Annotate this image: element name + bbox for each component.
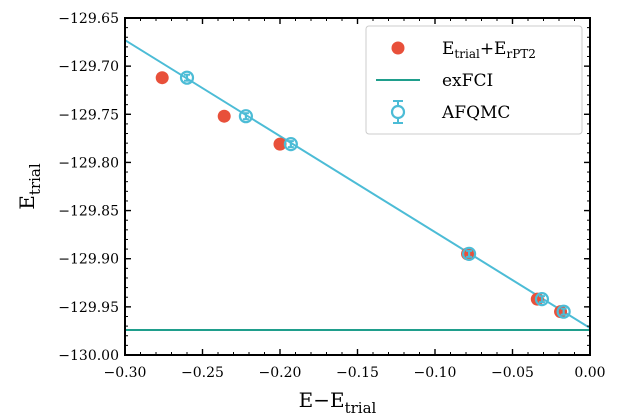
afqmc-point (179, 70, 195, 85)
x-tick-label: 0.00 (574, 365, 605, 381)
x-axis-label-sub: trial (345, 399, 377, 417)
trial-rpt2-point (273, 137, 287, 151)
x-tick-label: −0.10 (414, 365, 457, 381)
x-axis-label-main: E−E (299, 388, 345, 412)
legend-item-exfci: exFCI (376, 71, 493, 91)
x-tick-label: −0.30 (104, 365, 147, 381)
x-axis-label: E−Etrial (299, 388, 377, 417)
trial-rpt2-point (217, 109, 231, 123)
y-tick-label: −130.00 (58, 348, 119, 364)
afqmc-fit-line (125, 39, 590, 329)
legend: Etrial+ErPT2 exFCI AFQMC (365, 25, 583, 135)
y-tick-label: −129.80 (58, 155, 119, 171)
legend-item-afqmc: AFQMC (390, 100, 510, 124)
trial-rpt2-point (155, 71, 169, 85)
afqmc-point (462, 246, 477, 261)
legend-label-exfci: exFCI (442, 71, 493, 91)
afqmc-point (556, 304, 571, 319)
x-tick-label: −0.20 (259, 365, 302, 381)
x-tick-label: −0.15 (336, 365, 379, 381)
y-tick-label: −129.85 (58, 204, 119, 220)
y-tick-label: −129.95 (58, 300, 119, 316)
legend-label-afqmc: AFQMC (441, 103, 510, 123)
legend-afqmc-circle (390, 104, 406, 120)
y-tick-label: −129.70 (58, 59, 119, 75)
y-tick-label: −129.65 (58, 11, 119, 27)
legend-item-trial-rpt2: Etrial+ErPT2 (391, 39, 536, 61)
y-axis-label: Etrial (15, 163, 44, 210)
y-tick-label: −129.75 (58, 107, 119, 123)
y-axis-label-main: E (15, 195, 39, 210)
legend-label-trial-rpt2: Etrial+ErPT2 (442, 39, 536, 61)
axis-ticks: −0.30 −0.25 −0.20 −0.15 −0.10 −0.05 0.00 −130.0… (58, 11, 605, 381)
x-tick-label: −0.25 (181, 365, 224, 381)
y-tick-label: −129.90 (58, 252, 119, 268)
legend-marker-afqmc (390, 100, 406, 124)
x-tick-label: −0.05 (491, 365, 534, 381)
afqmc-point (534, 292, 550, 307)
legend-box (365, 25, 583, 135)
plot-area (125, 39, 590, 331)
afqmc-point (238, 109, 253, 124)
afqmc-point (283, 137, 298, 152)
legend-marker-trial-rpt2 (391, 41, 405, 55)
y-axis-label-sub: trial (26, 163, 44, 195)
